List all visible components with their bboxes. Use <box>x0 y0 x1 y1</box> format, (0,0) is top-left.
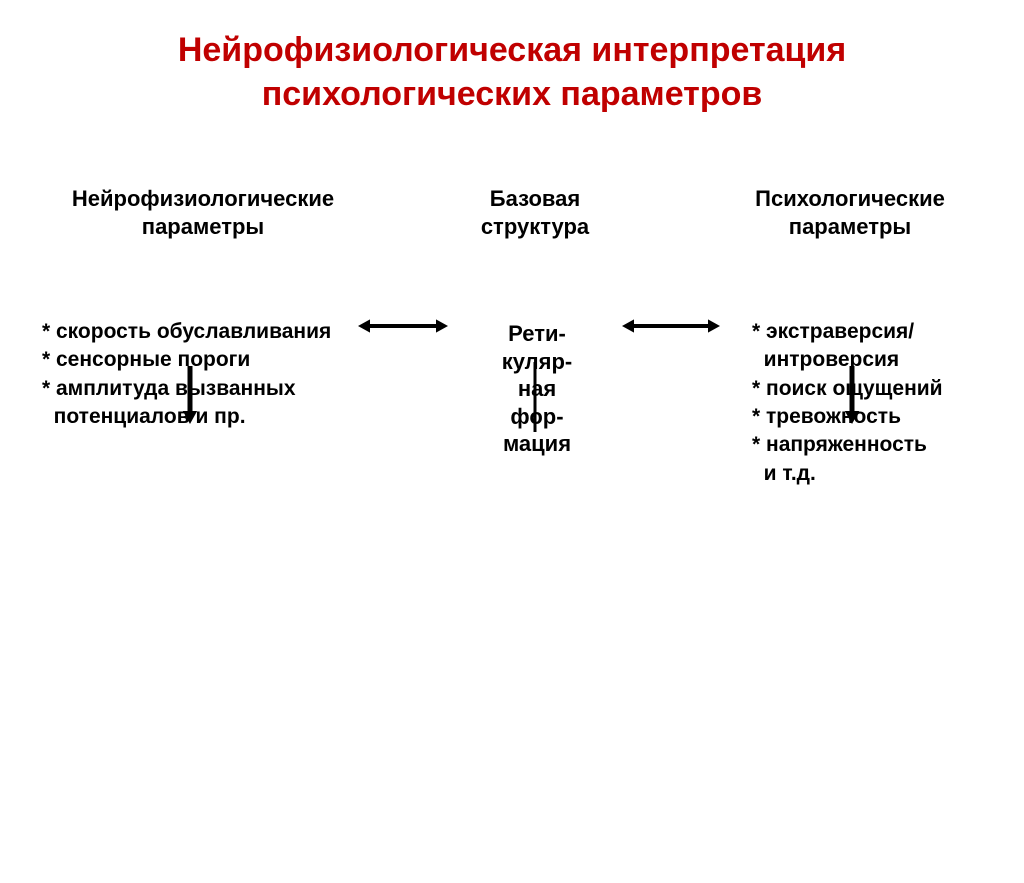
node-text: ная <box>518 376 556 401</box>
title-line1: Нейрофизиологическая интерпретация <box>178 31 846 69</box>
bullet-item: и т.д. <box>752 460 1012 488</box>
node-text: Базовая <box>490 186 580 211</box>
psych-bullet-list: * экстраверсия/ интроверсия* поиск ощуще… <box>752 318 1012 488</box>
bullet-item: * амплитуда вызванных <box>42 375 382 403</box>
node-text: Рети- <box>508 321 566 346</box>
bullet-item: интроверсия <box>752 346 1012 374</box>
bullet-item: * экстраверсия/ <box>752 318 1012 346</box>
node-psych-params: Психологические параметры <box>730 185 970 240</box>
title-line2: психологических параметров <box>262 75 763 113</box>
bullet-item: потенциалов и пр. <box>42 403 382 431</box>
node-text: параметры <box>789 214 911 239</box>
bullet-item: * поиск ощущений <box>752 375 1012 403</box>
bullet-item: * напряженность <box>752 431 1012 459</box>
bullet-item: * тревожность <box>752 403 1012 431</box>
node-text: параметры <box>142 214 264 239</box>
node-text: структура <box>481 214 589 239</box>
node-text: мация <box>503 431 571 456</box>
node-base-structure: Базовая структура <box>455 185 615 240</box>
node-text: куляр- <box>502 349 573 374</box>
node-reticular-formation: Рети- куляр- ная фор- мация <box>482 320 592 458</box>
page-title: Нейрофизиологическая интерпретация психо… <box>0 0 1024 116</box>
node-neurophys-params: Нейрофизиологические параметры <box>58 185 348 240</box>
node-text: фор- <box>510 404 563 429</box>
bullet-item: * сенсорные пороги <box>42 346 382 374</box>
node-text: Нейрофизиологические <box>72 186 334 211</box>
node-text: Психологические <box>755 186 945 211</box>
neurophys-bullet-list: * скорость обуславливания* сенсорные пор… <box>42 318 382 431</box>
bullet-item: * скорость обуславливания <box>42 318 382 346</box>
